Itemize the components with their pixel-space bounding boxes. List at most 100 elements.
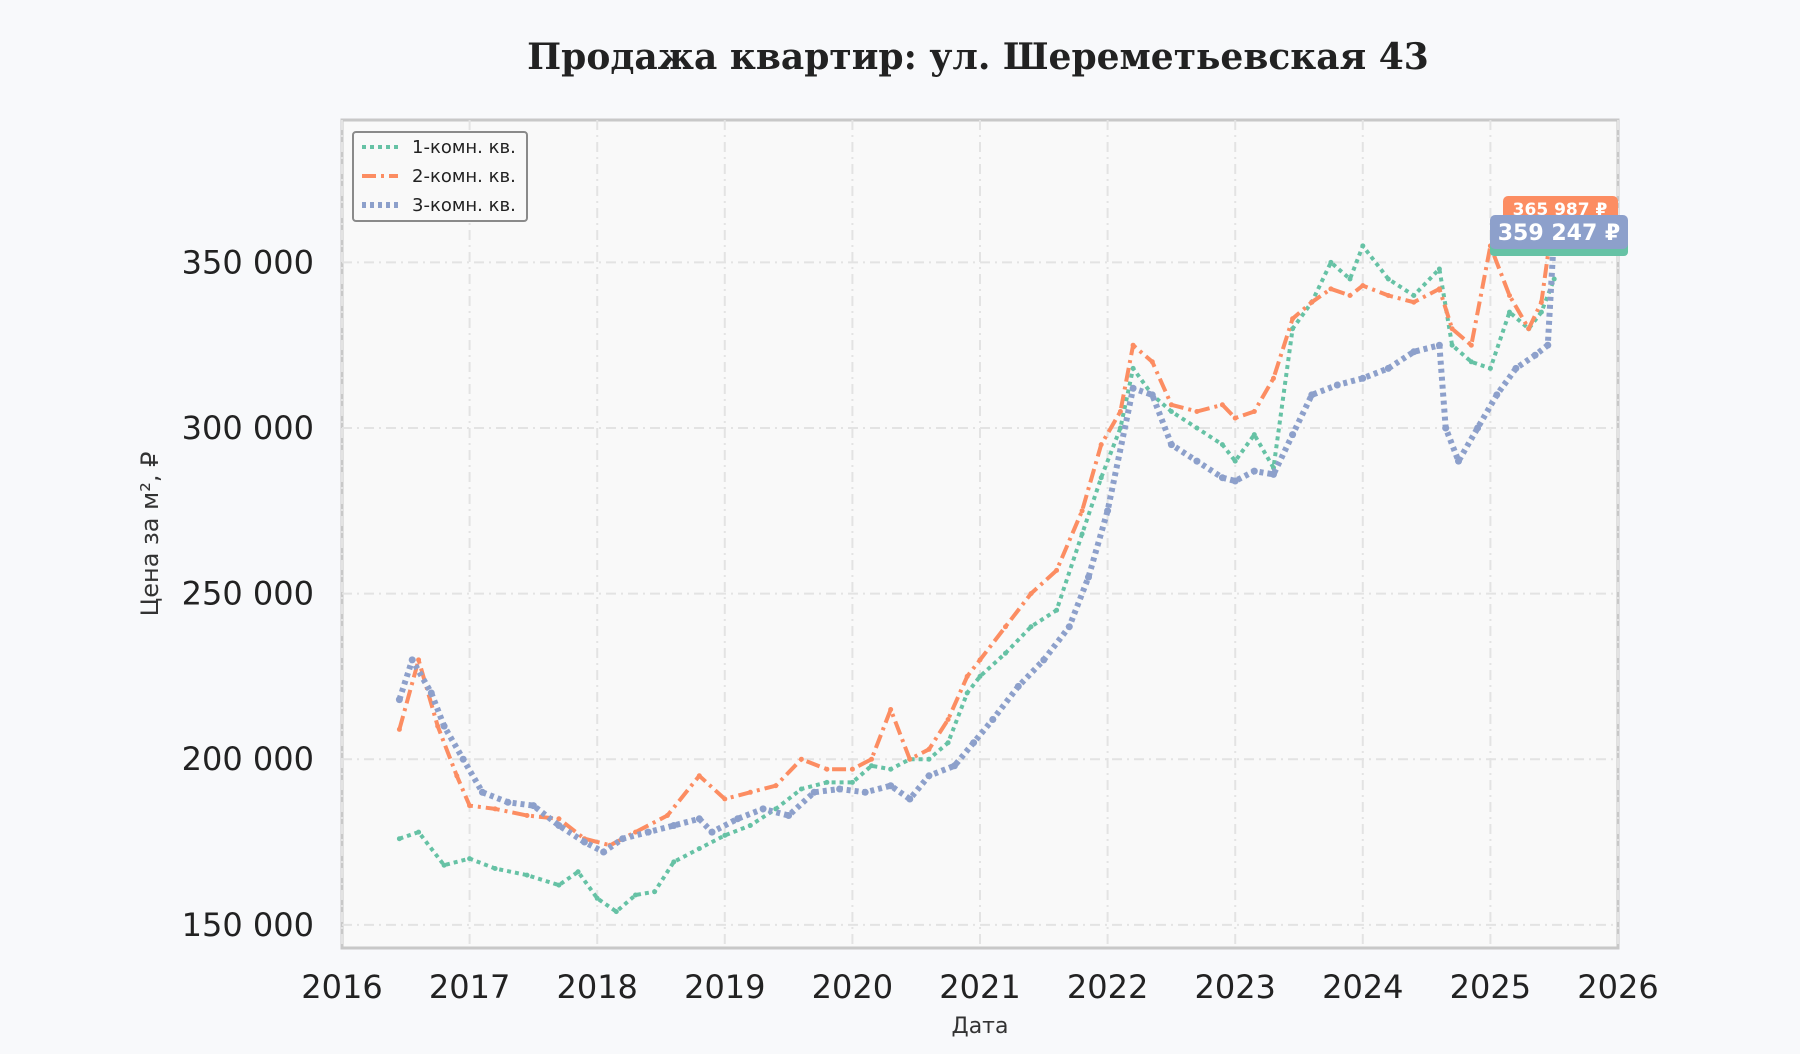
y-tick-label: 300 000 bbox=[182, 409, 314, 447]
x-tick-label: 2020 bbox=[812, 968, 893, 1006]
data-point bbox=[1231, 477, 1239, 485]
data-point bbox=[556, 816, 562, 822]
data-point bbox=[977, 657, 983, 663]
data-point bbox=[396, 726, 402, 732]
data-point bbox=[1167, 441, 1175, 449]
x-tick-label: 2017 bbox=[429, 968, 510, 1006]
data-point bbox=[888, 766, 894, 772]
data-point bbox=[1003, 624, 1008, 630]
data-point bbox=[1079, 531, 1085, 537]
data-point bbox=[773, 783, 779, 789]
data-point bbox=[1359, 374, 1367, 382]
data-point bbox=[504, 798, 512, 806]
series-3 bbox=[395, 228, 1558, 856]
data-point bbox=[1468, 359, 1474, 365]
data-point bbox=[575, 869, 581, 875]
legend-item-2: 2-комн. кв. bbox=[362, 166, 516, 187]
data-point bbox=[1442, 424, 1450, 432]
data-point bbox=[1411, 293, 1417, 298]
data-point bbox=[1360, 283, 1366, 289]
x-tick-label: 2021 bbox=[939, 968, 1020, 1006]
data-point bbox=[1360, 243, 1366, 249]
data-point bbox=[1251, 409, 1257, 414]
data-point bbox=[1328, 286, 1334, 292]
legend-box bbox=[352, 131, 528, 222]
data-point bbox=[524, 872, 530, 878]
data-point bbox=[600, 848, 608, 856]
y-tick-label: 350 000 bbox=[182, 243, 314, 281]
data-point bbox=[964, 673, 970, 679]
y-axis-ticks: 150 000 200 000 250 000 300 000 350 000 bbox=[182, 243, 314, 943]
data-point bbox=[619, 835, 627, 843]
data-point bbox=[1250, 467, 1258, 475]
data-point bbox=[1098, 442, 1104, 448]
data-point bbox=[824, 766, 830, 772]
data-point bbox=[1347, 276, 1353, 282]
x-tick-label: 2026 bbox=[1577, 968, 1658, 1006]
data-point bbox=[478, 788, 486, 796]
data-point bbox=[1493, 391, 1501, 399]
data-point bbox=[824, 779, 830, 785]
data-point bbox=[633, 829, 638, 835]
data-point bbox=[664, 813, 670, 818]
data-point bbox=[695, 815, 703, 823]
data-point bbox=[613, 909, 619, 915]
end-labels: 365 987 ₽359 247 ₽ bbox=[1490, 196, 1628, 256]
x-axis-label: Дата bbox=[952, 1014, 1009, 1039]
data-point bbox=[1385, 293, 1391, 298]
data-point bbox=[1168, 402, 1174, 408]
series-layer bbox=[395, 207, 1558, 915]
data-point bbox=[785, 812, 793, 819]
x-axis-ticks: 2016 2017 2018 2019 2020 2021 2022 2023 2024 2025… bbox=[301, 968, 1658, 1006]
data-point bbox=[1544, 341, 1552, 349]
x-tick-label: 2025 bbox=[1450, 968, 1531, 1006]
data-point bbox=[1507, 293, 1512, 298]
data-point bbox=[1232, 458, 1238, 464]
data-point bbox=[492, 806, 498, 812]
data-point bbox=[1028, 624, 1034, 630]
data-point bbox=[459, 755, 467, 763]
data-point bbox=[810, 788, 818, 796]
data-point bbox=[1468, 342, 1474, 348]
data-point bbox=[671, 859, 677, 865]
data-point bbox=[1065, 623, 1073, 631]
data-point bbox=[849, 766, 855, 772]
data-point bbox=[1193, 457, 1201, 465]
series-2 bbox=[396, 207, 1557, 848]
data-point bbox=[1308, 391, 1316, 399]
data-point bbox=[1435, 341, 1443, 349]
data-point bbox=[1117, 425, 1123, 431]
data-point bbox=[1290, 326, 1296, 332]
data-point bbox=[1551, 276, 1557, 282]
data-point bbox=[524, 813, 530, 818]
data-point bbox=[722, 796, 728, 802]
x-tick-label: 2018 bbox=[556, 968, 637, 1006]
data-point bbox=[416, 657, 422, 663]
data-point bbox=[556, 882, 562, 888]
data-point bbox=[1333, 381, 1341, 389]
data-point bbox=[696, 773, 702, 779]
legend: 1-комн. кв. 2-комн. кв. 3-комн. кв. bbox=[352, 131, 528, 222]
data-point bbox=[759, 805, 767, 813]
data-point bbox=[1538, 309, 1544, 315]
y-tick-label: 250 000 bbox=[182, 575, 314, 613]
data-point bbox=[1219, 402, 1225, 408]
data-point bbox=[907, 756, 913, 762]
data-point bbox=[926, 756, 932, 762]
x-tick-label: 2016 bbox=[301, 968, 382, 1006]
data-point bbox=[670, 822, 678, 829]
data-point bbox=[1384, 364, 1392, 372]
data-point bbox=[1218, 474, 1226, 482]
data-point bbox=[1436, 266, 1442, 272]
data-point bbox=[1347, 293, 1353, 298]
x-tick-label: 2022 bbox=[1067, 968, 1148, 1006]
data-point bbox=[951, 762, 958, 770]
data-point bbox=[1085, 573, 1092, 581]
data-point bbox=[708, 828, 716, 836]
data-point bbox=[945, 740, 951, 746]
data-point bbox=[594, 895, 600, 901]
data-point bbox=[652, 889, 658, 895]
data-point bbox=[1449, 326, 1455, 332]
data-point bbox=[555, 822, 563, 829]
data-point bbox=[1014, 682, 1022, 690]
